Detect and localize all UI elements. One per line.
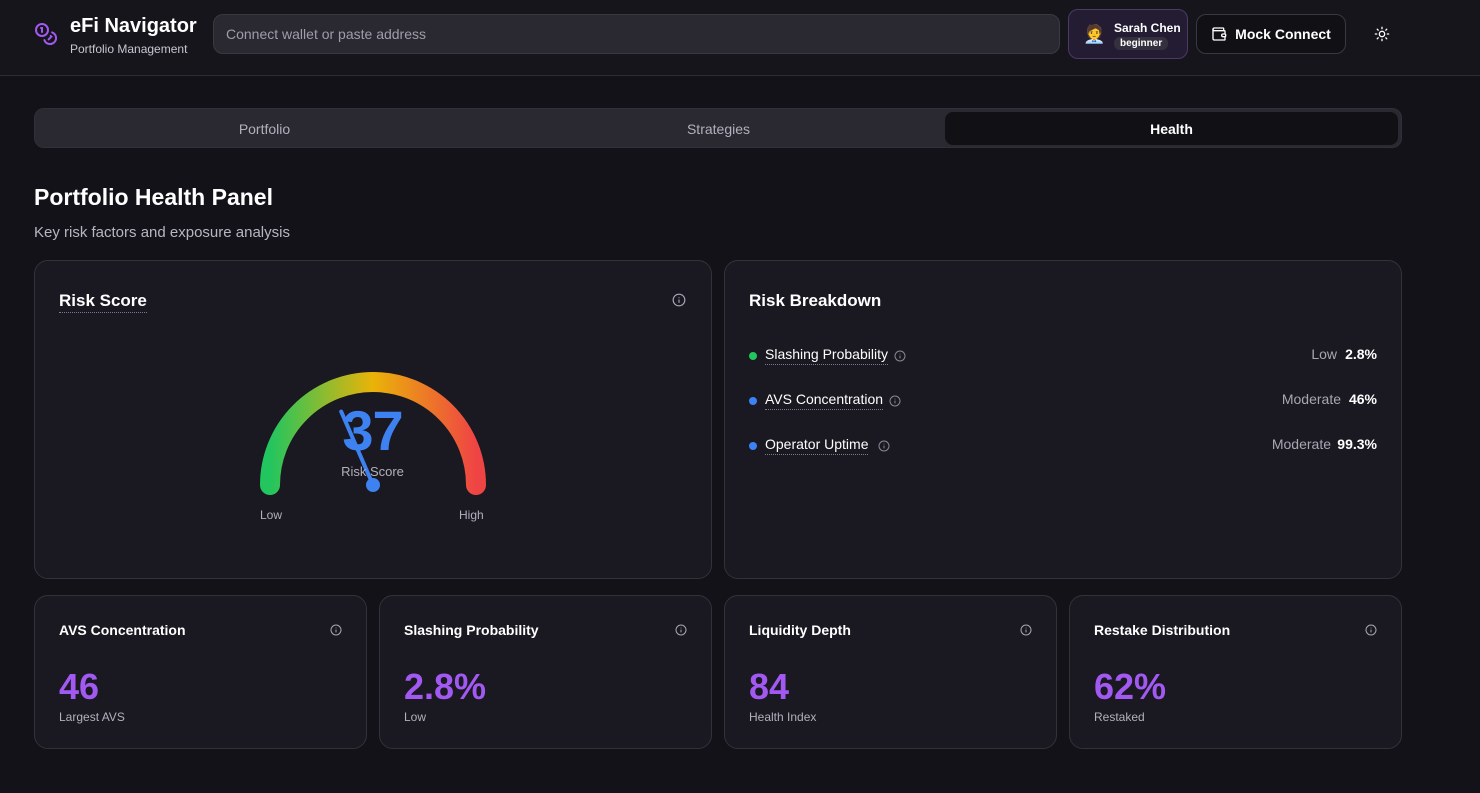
gauge-needle-hub [366,478,380,492]
wallet-search-input[interactable] [213,14,1060,54]
metric-card-avs-concentration: AVS Concentration 46 Largest AVS [34,595,367,749]
risk-row-label: Operator Uptime [765,436,869,455]
risk-row-level: Moderate [1271,436,1331,452]
risk-row-label: AVS Concentration [765,391,884,410]
info-icon[interactable] [889,395,901,407]
metric-subtitle: Largest AVS [59,710,125,724]
info-icon[interactable] [894,350,906,362]
risk-score-label: Risk Score [341,464,404,479]
risk-score-title: Risk Score [59,291,147,313]
risk-row-uptime: Operator Uptime Moderate 99.3% [749,436,1377,456]
app-title: eFi Navigator [70,15,197,37]
metric-value: 46 [59,666,100,707]
risk-score-value: 37 [342,399,403,462]
user-profile-chip[interactable]: 🧑‍💼 Sarah Chen beginner [1068,9,1188,59]
coins-icon [35,23,57,45]
risk-row-value: 46% [1348,391,1377,407]
risk-row-level: Low [1311,346,1337,362]
status-dot [749,397,757,405]
metric-subtitle: Restaked [1094,710,1145,724]
metric-title: Restake Distribution [1094,622,1231,638]
metric-subtitle: Health Index [749,710,817,724]
info-icon[interactable] [672,293,686,307]
tab-health[interactable]: Health [945,112,1398,145]
status-dot [749,442,757,450]
avatar: 🧑‍💼 [1083,24,1106,44]
tab-portfolio[interactable]: Portfolio [238,120,291,137]
wallet-icon [1212,27,1227,41]
info-icon[interactable] [675,624,687,636]
metric-card-restake-distribution: Restake Distribution 62% Restaked [1069,595,1402,749]
risk-row-level: Moderate [1281,391,1341,407]
sun-icon [1374,26,1390,42]
risk-score-card: Risk Score [34,260,712,579]
risk-breakdown-card: Risk Breakdown [724,260,1402,579]
gauge-arc [260,372,486,495]
top-header: eFi Navigator Portfolio Management 🧑‍💼 S… [0,0,1480,76]
metric-value: 2.8% [404,666,487,707]
connect-label: Mock Connect [1235,26,1331,42]
user-level-badge: beginner [1114,37,1169,50]
metric-card-slashing-probability: Slashing Probability 2.8% Low [379,595,712,749]
metric-title: AVS Concentration [59,622,186,638]
page-title: Portfolio Health Panel [34,184,273,210]
user-name: Sarah Chen [1114,21,1181,35]
info-icon[interactable] [1365,624,1377,636]
mock-connect-button[interactable]: Mock Connect [1196,14,1346,54]
risk-gauge [260,372,486,495]
risk-row-value: 2.8% [1345,346,1377,362]
metric-value: 84 [749,666,790,707]
metric-subtitle: Low [404,710,427,724]
risk-row-label: Slashing Probability [765,346,888,365]
metric-title: Slashing Probability [404,622,539,638]
info-icon[interactable] [878,440,890,452]
metric-value: 62% [1094,666,1167,707]
app-subtitle: Portfolio Management [70,42,188,56]
info-icon[interactable] [330,624,342,636]
risk-row-value: 99.3% [1337,436,1377,452]
gauge-low-label: Low [260,508,283,522]
risk-row-avs: AVS Concentration Moderate 46% [749,391,1377,411]
theme-toggle-button[interactable] [1364,18,1400,50]
risk-breakdown-title: Risk Breakdown [749,291,882,310]
gauge-needle [339,409,375,487]
risk-row-slashing: Slashing Probability Low 2.8% [749,346,1377,366]
status-dot [749,352,757,360]
gauge-high-label: High [459,508,484,522]
metric-card-liquidity-depth: Liquidity Depth 84 Health Index [724,595,1057,749]
metric-title: Liquidity Depth [749,622,851,638]
tab-strategies[interactable]: Strategies [686,120,751,137]
page-subtitle: Key risk factors and exposure analysis [34,224,290,241]
info-icon[interactable] [1020,624,1032,636]
view-tabs: Portfolio Strategies Health [34,108,1402,148]
